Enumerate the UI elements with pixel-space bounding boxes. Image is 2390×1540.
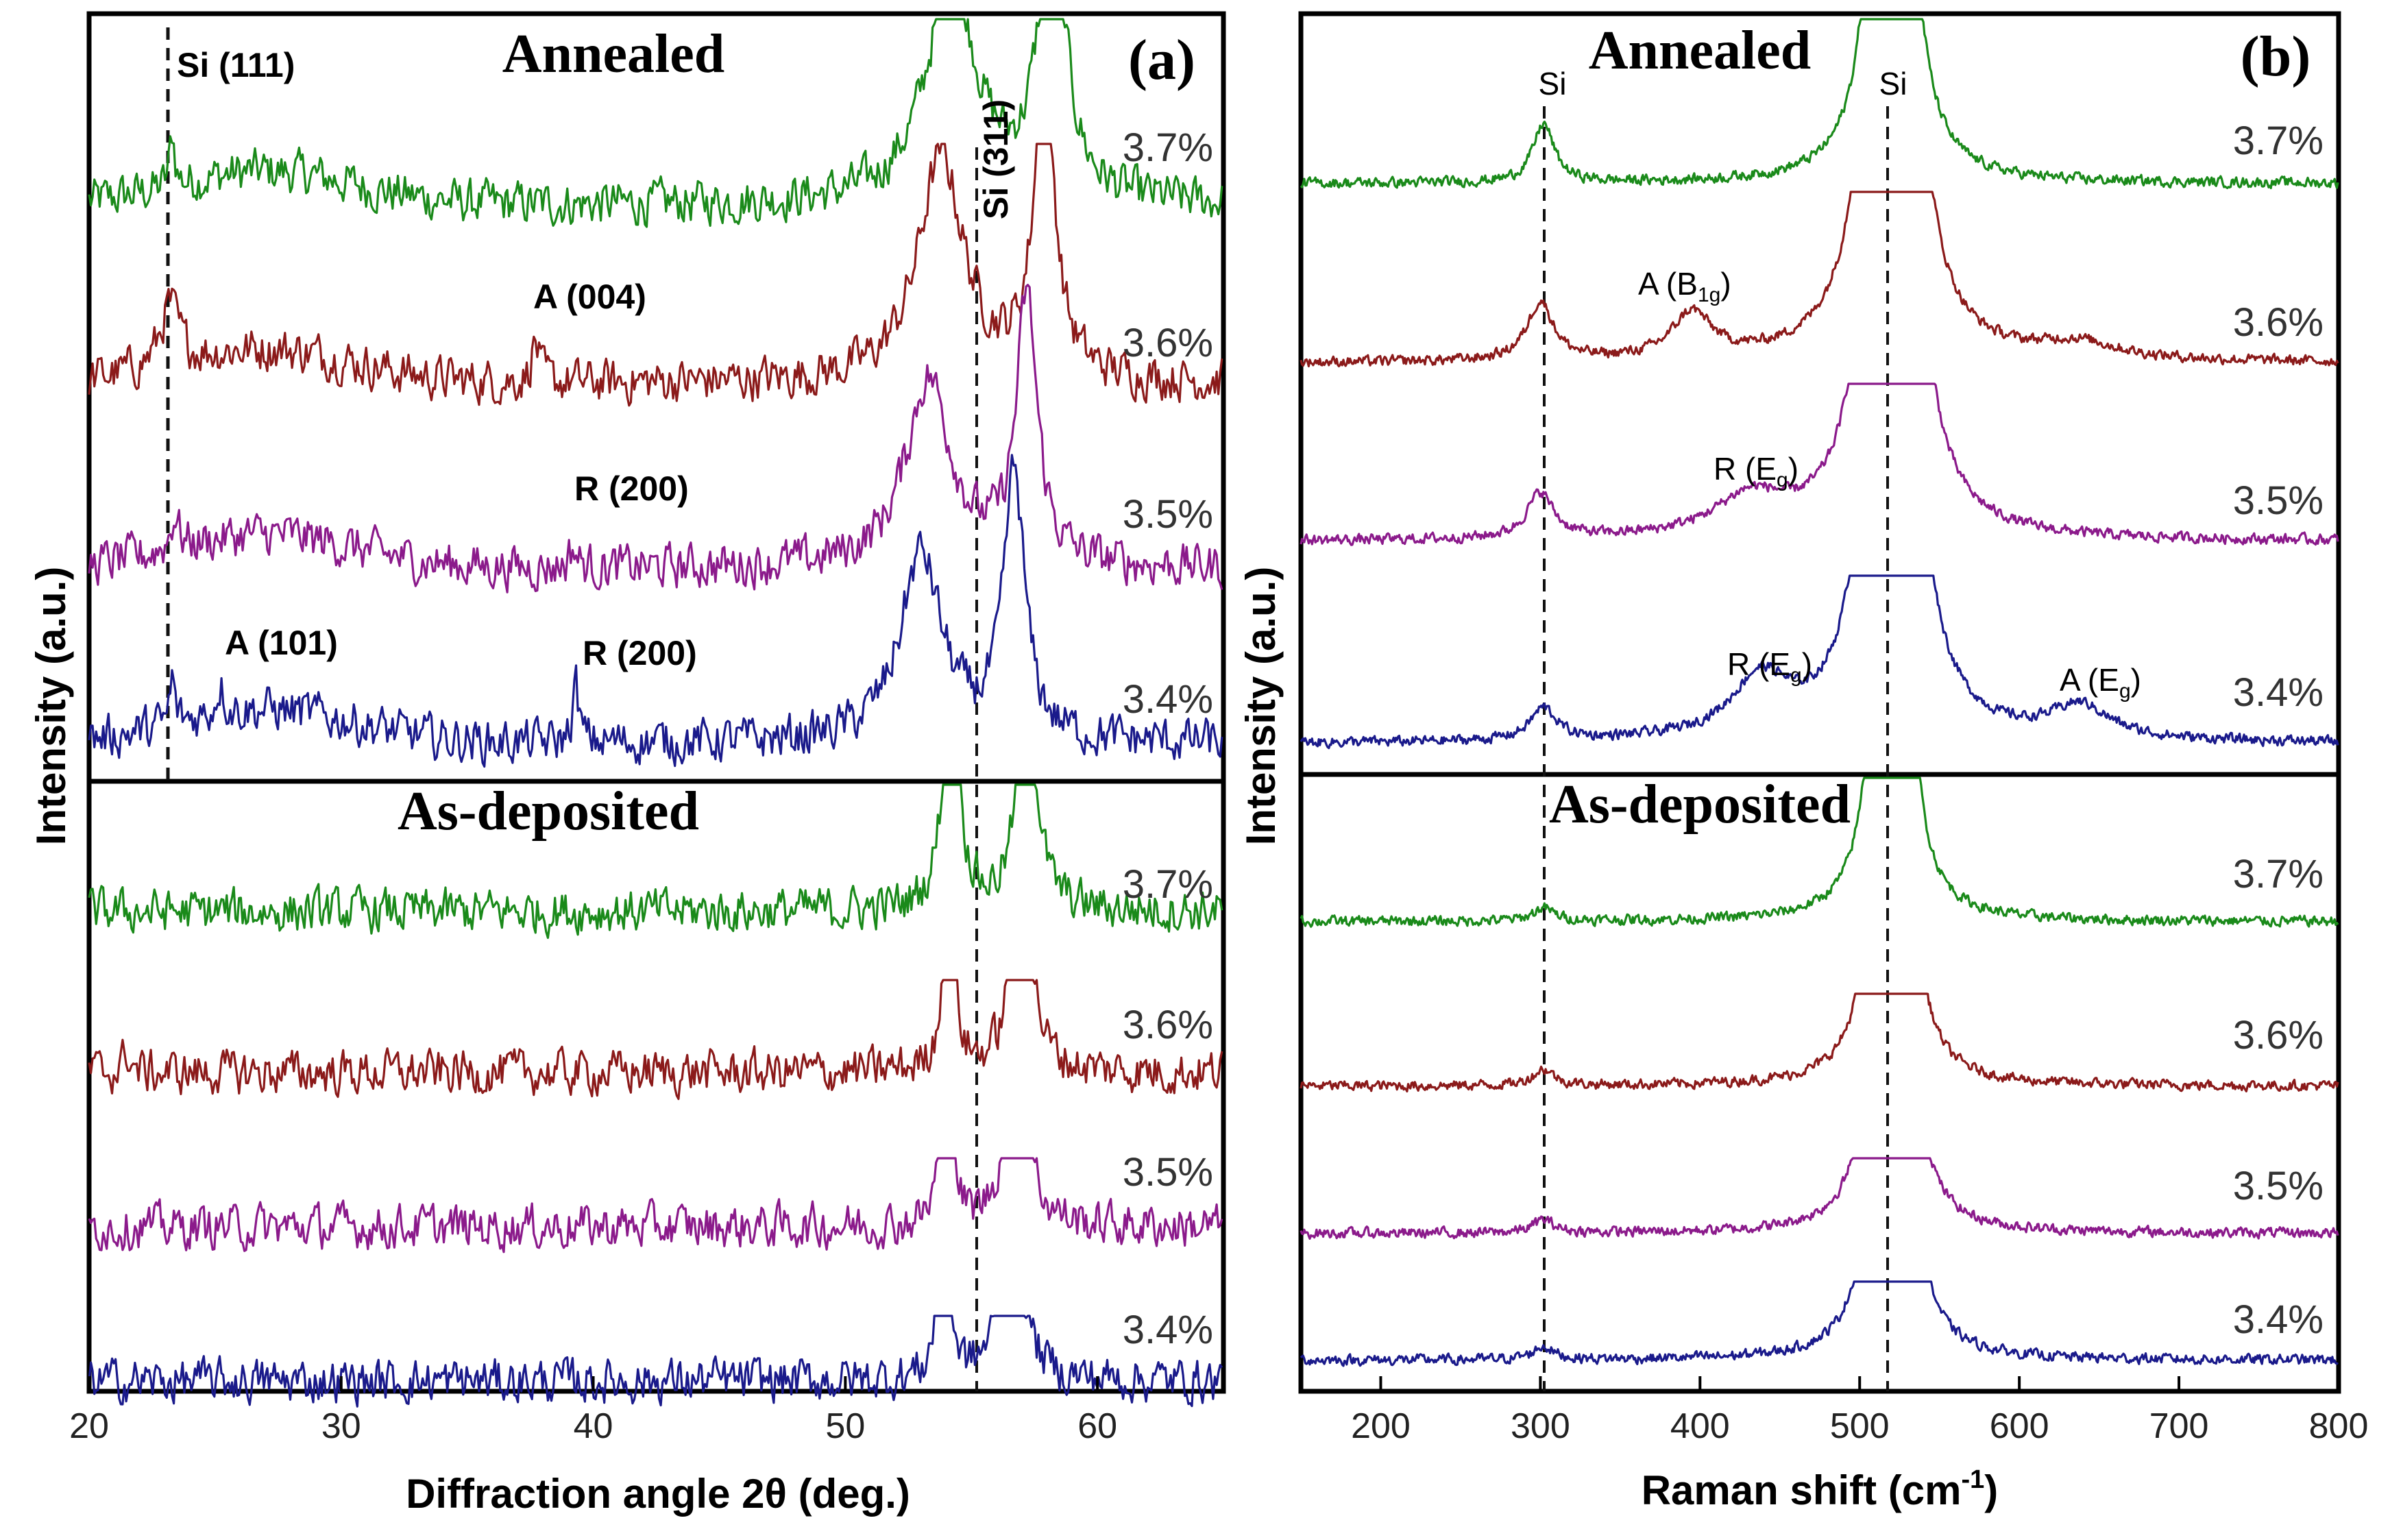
panel-a-label: (a) bbox=[1128, 28, 1195, 92]
panel-a-label-3.5-annealed: 3.5% bbox=[1123, 492, 1213, 537]
annotation-r-eg-upper-sub: g bbox=[1777, 469, 1788, 491]
trace-a-asdep-3.6 bbox=[88, 979, 1223, 1100]
trace-a-annealed-3.4 bbox=[88, 454, 1223, 768]
annotation-a-b1g-main: A (B bbox=[1638, 266, 1698, 302]
panel-b-label-3.4-asdep: 3.4% bbox=[2233, 1297, 2324, 1342]
annotation-a-b1g: A (B1g) bbox=[1638, 266, 1731, 306]
trace-b-annealed-3.5 bbox=[1300, 382, 2339, 546]
x-tick-label-b-500: 500 bbox=[1830, 1406, 1890, 1446]
panel-a-label-3.5-asdep: 3.5% bbox=[1123, 1150, 1213, 1195]
x-tick-label-b-300: 300 bbox=[1511, 1406, 1570, 1446]
annotation-a-004: A (004) bbox=[533, 278, 646, 316]
panel-a-x-axis-title: Diffraction angle 2θ (deg.) bbox=[406, 1471, 910, 1517]
annotation-si-311: Si (311) bbox=[977, 99, 1015, 219]
trace-a-asdep-3.5 bbox=[88, 1157, 1223, 1254]
annotation-r-eg-lower-main: R (E bbox=[1727, 646, 1790, 682]
panel-b: Annealed As-deposited (b) Si Si A (B1g) … bbox=[1238, 11, 2368, 1513]
panel-a-label-3.7-asdep: 3.7% bbox=[1123, 862, 1213, 907]
trace-a-annealed-3.7 bbox=[88, 18, 1223, 228]
annotation-r-eg-lower-end: ) bbox=[1802, 646, 1812, 682]
annotation-a-eg-sub: g bbox=[2119, 680, 2131, 702]
x-tick-label-b-200: 200 bbox=[1351, 1406, 1411, 1446]
annotation-r-eg-lower: R (Eg) bbox=[1727, 646, 1812, 687]
panel-b-label-3.5-asdep: 3.5% bbox=[2233, 1164, 2324, 1208]
x-tick-label-b-700: 700 bbox=[2149, 1406, 2209, 1446]
x-tick-label-a-60: 60 bbox=[1077, 1406, 1117, 1446]
panel-a-label-3.4-annealed: 3.4% bbox=[1123, 677, 1213, 722]
panel-b-frame bbox=[1298, 11, 2341, 1394]
panel-b-title-annealed: Annealed bbox=[1589, 21, 1812, 81]
panel-b-label-3.7-annealed: 3.7% bbox=[2233, 119, 2324, 163]
trace-a-annealed-3.6 bbox=[88, 143, 1223, 407]
annotation-a-eg: A (Eg) bbox=[2060, 662, 2141, 702]
annotation-a-eg-end: ) bbox=[2131, 662, 2141, 698]
x-tick-label-a-20: 20 bbox=[69, 1406, 109, 1446]
panel-a-frame bbox=[86, 11, 1226, 1394]
panel-b-label-3.4-annealed: 3.4% bbox=[2233, 670, 2324, 715]
annotation-r-200-lower: R (200) bbox=[583, 634, 697, 672]
panel-b-x-axis-title-sup: -1 bbox=[1961, 1465, 1984, 1494]
trace-b-asdep-3.5 bbox=[1300, 1157, 2339, 1240]
annotation-r-eg-upper: R (Eg) bbox=[1714, 451, 1798, 491]
annotation-r-eg-upper-end: ) bbox=[1788, 451, 1798, 487]
trace-b-annealed-3.4 bbox=[1300, 574, 2339, 750]
annotation-r-200-upper: R (200) bbox=[574, 469, 689, 508]
panel-a-traces bbox=[88, 18, 1223, 1408]
annotation-a-b1g-end: ) bbox=[1720, 266, 1731, 302]
panel-b-x-axis-title: Raman shift (cm-1) bbox=[1642, 1465, 1999, 1513]
panel-b-label-3.6-annealed: 3.6% bbox=[2233, 300, 2324, 345]
panel-b-y-axis-title: Intensity (a.u.) bbox=[1238, 567, 1284, 846]
trace-a-annealed-3.5 bbox=[88, 284, 1223, 594]
trace-b-annealed-3.6 bbox=[1300, 191, 2339, 367]
panel-b-label-3.5-annealed: 3.5% bbox=[2233, 478, 2324, 523]
x-tick-label-b-400: 400 bbox=[1670, 1406, 1730, 1446]
annotation-a-eg-main: A (E bbox=[2060, 662, 2119, 698]
annotation-si-left: Si bbox=[1539, 66, 1567, 101]
trace-b-asdep-3.6 bbox=[1300, 992, 2339, 1092]
annotation-si-111: Si (111) bbox=[177, 46, 295, 84]
trace-b-asdep-3.4 bbox=[1300, 1280, 2339, 1367]
panel-b-traces bbox=[1300, 18, 2339, 1367]
trace-a-asdep-3.4 bbox=[88, 1315, 1223, 1408]
trace-b-annealed-3.7 bbox=[1300, 18, 2339, 190]
annotation-si-right: Si bbox=[1879, 66, 1907, 101]
panel-b-label: (b) bbox=[2241, 25, 2311, 88]
panel-a-title-annealed: Annealed bbox=[502, 24, 725, 84]
x-tick-label-b-800: 800 bbox=[2309, 1406, 2369, 1446]
annotation-a-101: A (101) bbox=[225, 624, 338, 662]
panel-a-title-as-deposited: As-deposited bbox=[398, 781, 699, 842]
panel-b-x-axis-title-main: Raman shift (cm bbox=[1642, 1467, 1962, 1513]
panel-b-title-as-deposited: As-deposited bbox=[1549, 774, 1851, 835]
panel-b-x-axis-title-end: ) bbox=[1984, 1467, 1998, 1513]
panel-b-label-3.6-asdep: 3.6% bbox=[2233, 1013, 2324, 1058]
panel-a-label-3.4-asdep: 3.4% bbox=[1123, 1308, 1213, 1352]
x-tick-label-a-40: 40 bbox=[574, 1406, 613, 1446]
annotation-a-b1g-sub: 1g bbox=[1698, 284, 1720, 306]
panel-b-x-ticks: 200 300 400 500 600 700 800 bbox=[1351, 1376, 2368, 1446]
panel-a: Annealed As-deposited (a) Si (111) Si (3… bbox=[28, 11, 1226, 1517]
trace-a-asdep-3.7 bbox=[88, 783, 1223, 939]
x-tick-label-b-600: 600 bbox=[1990, 1406, 2049, 1446]
trace-b-asdep-3.7 bbox=[1300, 777, 2339, 928]
x-tick-label-a-50: 50 bbox=[825, 1406, 865, 1446]
panel-a-label-3.6-annealed: 3.6% bbox=[1123, 321, 1213, 365]
x-tick-label-a-30: 30 bbox=[321, 1406, 361, 1446]
panel-a-y-axis-title: Intensity (a.u.) bbox=[28, 567, 74, 846]
panel-a-label-3.6-asdep: 3.6% bbox=[1123, 1003, 1213, 1047]
panel-b-label-3.7-asdep: 3.7% bbox=[2233, 852, 2324, 896]
annotation-r-eg-lower-sub: g bbox=[1790, 664, 1802, 687]
panel-a-label-3.7-annealed: 3.7% bbox=[1123, 125, 1213, 170]
panel-a-x-ticks: 20 30 40 50 60 bbox=[69, 1376, 1117, 1446]
annotation-r-eg-upper-main: R (E bbox=[1714, 451, 1777, 487]
